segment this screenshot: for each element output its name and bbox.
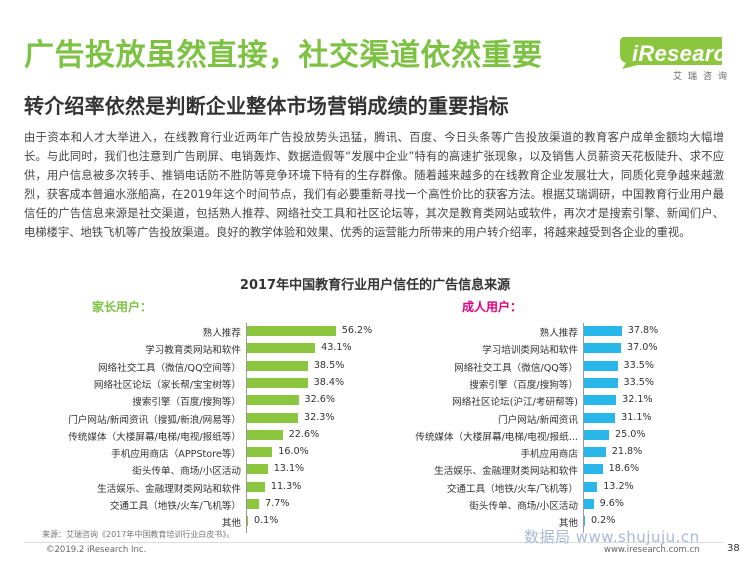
adult-category-label: 网络社区论坛(沪江/考研帮等)	[452, 397, 578, 409]
parent-value-label: 13.1%	[273, 463, 305, 475]
parent-bar	[247, 343, 316, 354]
parent-value-label: 22.6%	[288, 428, 320, 440]
parent-category-label: 交通工具（地铁/火车/飞机等）	[109, 501, 241, 512]
adult-bar	[584, 395, 617, 406]
parent-value-label: 0.1%	[254, 515, 279, 527]
parent-value-label: 56.2%	[341, 325, 373, 336]
adult-category-label: 其他	[558, 518, 578, 530]
parent-category-label: 门户网站/新闻资讯（搜狐/新浪/网易等）	[68, 414, 241, 426]
parent-category-label: 其他	[221, 518, 241, 530]
logo-text: iResearch	[632, 41, 740, 66]
parent-category-label: 生活娱乐、金融理财类网站和软件	[97, 483, 241, 495]
chart-title: 2017年中国教育行业用户信任的广告信息来源	[239, 278, 511, 293]
iresearch-logo: iResearch 艾瑞咨询	[618, 35, 740, 85]
adult-value-label: 0.2%	[591, 515, 616, 527]
adult-bar	[584, 481, 598, 492]
parent-bar	[247, 412, 299, 423]
adult-bar	[584, 447, 606, 458]
adult-category-label: 网络社交工具（微信/QQ等）	[454, 362, 578, 374]
parent-value-label: 43.1%	[321, 342, 352, 354]
adult-axis-line	[583, 323, 584, 533]
adult-group-label: 成人用户：	[462, 300, 523, 314]
parent-value-label: 38.5%	[313, 359, 345, 371]
adult-value-label: 13.2%	[603, 480, 634, 492]
parent-bar	[247, 481, 265, 492]
adult-bar	[584, 464, 603, 475]
adult-bar	[584, 429, 609, 440]
parent-category-label: 传统媒体（大楼屏幕/电梯/电视/报纸等）	[68, 431, 241, 443]
adult-value-label: 37.0%	[627, 342, 658, 354]
logo-shape	[620, 37, 722, 69]
adult-value-label: 25.0%	[615, 428, 646, 440]
parent-bar	[247, 447, 273, 458]
parent-value-label: 32.6%	[304, 394, 335, 406]
adult-value-label: 21.8%	[611, 446, 643, 458]
parent-bar	[247, 516, 248, 527]
page-subtitle: 转介绍率依然是判断企业整体市场营销成绩的重要指标	[24, 94, 509, 118]
website-link: www.iresearch.com.cn	[604, 545, 700, 555]
adult-bar	[584, 326, 622, 336]
adult-bar	[584, 516, 585, 527]
adult-category-label: 手机应用商店	[520, 449, 578, 461]
parent-category-label: 手机应用商店（APPStore等）	[111, 449, 241, 461]
parent-category-label: 搜索引擎（百度/搜狗等）	[132, 397, 241, 409]
parent-bar	[247, 395, 299, 406]
parent-bar	[247, 377, 308, 388]
parent-category-label: 熟人推荐	[202, 328, 241, 339]
parent-bar	[247, 360, 308, 371]
parent-bar	[247, 326, 336, 336]
watermark: 数据局 www.shujuju.cn	[524, 528, 700, 546]
adult-value-label: 18.6%	[608, 463, 640, 475]
parent-group-label: 家长用户：	[92, 300, 153, 314]
parent-category-label: 网络社区论坛（家长帮/宝宝树等）	[93, 379, 241, 391]
adult-category-label: 街头传单、商场/小区活动	[469, 501, 578, 512]
copyright: ©2019.2 iResearch Inc.	[46, 545, 147, 555]
parent-axis-line	[246, 323, 247, 533]
adult-value-label: 9.6%	[599, 498, 624, 509]
adult-bar	[584, 412, 616, 423]
footer-divider	[24, 542, 724, 543]
parent-bar	[247, 499, 260, 509]
adult-category-label: 生活娱乐、金融理财类网站和软件	[434, 466, 578, 478]
adult-category-label: 学习培训类网站和软件	[482, 345, 578, 357]
page-title: 广告投放虽然直接，社交渠道依然重要	[24, 38, 543, 73]
page-number: 38	[727, 543, 740, 554]
parent-value-label: 32.3%	[304, 411, 335, 423]
parent-value-label: 11.3%	[270, 480, 302, 492]
parent-value-label: 38.4%	[313, 376, 345, 388]
adult-value-label: 33.5%	[623, 359, 654, 371]
parent-category-label: 学习教育类网站和软件	[145, 345, 241, 357]
parent-bar	[247, 429, 283, 440]
body-paragraph: 由于资本和人才大举进入，在线教育行业近两年广告投放势头迅猛，腾讯、百度、今日头条…	[24, 131, 724, 239]
adult-bar	[584, 377, 618, 388]
adult-value-label: 37.8%	[627, 325, 659, 336]
adult-category-label: 门户网站/新闻资讯	[498, 414, 578, 426]
adult-bar	[584, 360, 618, 371]
adult-category-label: 交通工具（地铁/火车/飞机等）	[446, 483, 578, 495]
adult-value-label: 33.5%	[623, 376, 654, 388]
parent-category-label: 街头传单、商场/小区活动	[132, 466, 241, 478]
adult-bar	[584, 343, 621, 354]
parent-value-label: 16.0%	[278, 446, 309, 458]
adult-category-label: 熟人推荐	[539, 328, 578, 339]
source-note: 来源：艾瑞咨询《2017年中国教育培训行业白皮书》。	[42, 530, 235, 539]
parent-category-label: 网络社交工具（微信/QQ空间等）	[97, 362, 241, 374]
adult-bar	[584, 499, 594, 509]
parent-bar	[247, 464, 268, 475]
adult-value-label: 32.1%	[622, 394, 653, 406]
adult-category-label: 传统媒体（大楼屏幕/电梯/电视/报纸...	[415, 431, 578, 443]
logo-subtext: 艾瑞咨询	[673, 72, 734, 82]
adult-value-label: 31.1%	[621, 411, 652, 423]
adult-category-label: 搜索引擎（百度/搜狗等）	[469, 379, 578, 391]
parent-value-label: 7.7%	[265, 498, 290, 509]
